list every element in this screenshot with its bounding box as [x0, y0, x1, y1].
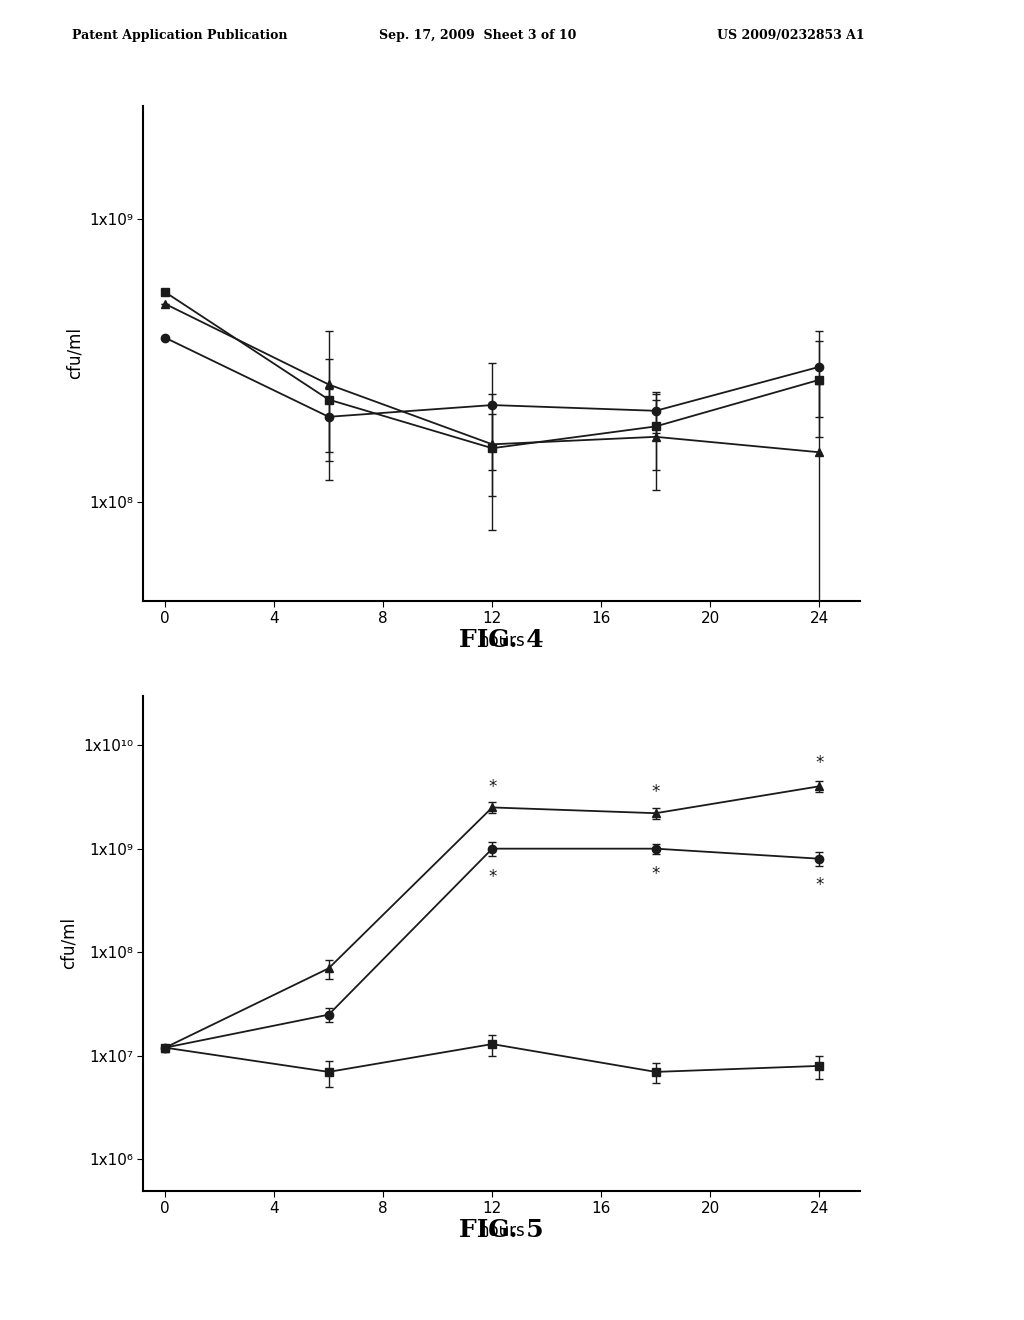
Text: *: *: [815, 754, 823, 772]
Text: *: *: [488, 869, 497, 886]
Text: *: *: [815, 875, 823, 894]
X-axis label: hours: hours: [478, 631, 525, 649]
Text: FIG. 5: FIG. 5: [460, 1218, 544, 1242]
Text: FIG. 4: FIG. 4: [460, 628, 544, 652]
Text: *: *: [651, 783, 659, 801]
Y-axis label: cfu/ml: cfu/ml: [59, 917, 77, 969]
Text: Patent Application Publication: Patent Application Publication: [72, 29, 287, 42]
Y-axis label: cfu/ml: cfu/ml: [66, 327, 83, 379]
Text: *: *: [488, 779, 497, 796]
X-axis label: hours: hours: [478, 1221, 525, 1239]
Text: *: *: [651, 865, 659, 883]
Text: Sep. 17, 2009  Sheet 3 of 10: Sep. 17, 2009 Sheet 3 of 10: [379, 29, 577, 42]
Text: US 2009/0232853 A1: US 2009/0232853 A1: [717, 29, 864, 42]
